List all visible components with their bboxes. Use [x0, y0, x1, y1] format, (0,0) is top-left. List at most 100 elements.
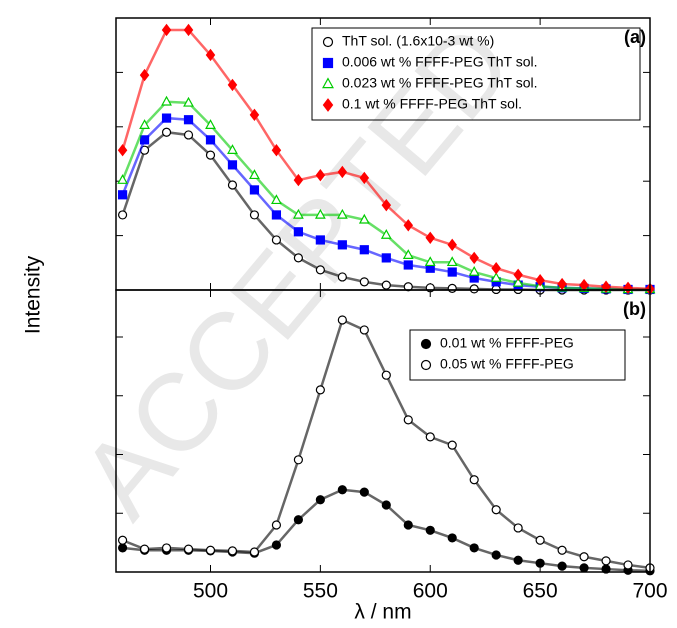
marker [381, 500, 391, 510]
marker [161, 95, 172, 106]
marker [293, 455, 303, 465]
marker [249, 547, 260, 557]
marker [402, 249, 414, 259]
marker [293, 227, 303, 237]
marker [337, 315, 347, 325]
legend-label: 0.1 wt % FFFF-PEG ThT sol. [342, 96, 522, 112]
marker [139, 135, 150, 145]
marker [359, 245, 369, 255]
marker [425, 432, 435, 442]
marker [446, 256, 458, 267]
marker [271, 210, 282, 220]
marker [227, 78, 238, 92]
marker [293, 253, 303, 263]
x-tick-label: 600 [413, 580, 448, 603]
marker [381, 370, 391, 380]
marker [271, 520, 282, 530]
marker [535, 558, 545, 568]
marker [271, 144, 282, 157]
x-tick-label: 500 [193, 580, 228, 603]
marker [271, 540, 282, 550]
marker [490, 271, 502, 282]
marker [183, 130, 194, 140]
marker [447, 283, 457, 293]
marker [403, 219, 414, 232]
marker [161, 113, 172, 123]
marker [420, 359, 432, 371]
marker [447, 267, 457, 277]
marker [469, 251, 479, 265]
marker [161, 23, 172, 37]
marker [425, 525, 435, 535]
legend-box [409, 329, 626, 381]
marker [557, 561, 567, 571]
marker [315, 385, 325, 395]
marker [425, 231, 436, 244]
marker [161, 127, 172, 137]
marker [227, 180, 238, 190]
marker [249, 169, 260, 180]
y-axis-label: Intensity [22, 255, 45, 334]
marker [403, 415, 413, 425]
marker [381, 280, 391, 290]
marker [337, 272, 347, 282]
legend-label: 0.006 wt % FFFF-PEG ThT sol. [342, 54, 538, 70]
marker [469, 475, 479, 485]
marker [403, 260, 413, 270]
x-tick-label: 650 [523, 580, 558, 603]
panel-label: (b) [623, 299, 646, 319]
marker [381, 198, 392, 212]
marker [557, 277, 567, 291]
marker [205, 119, 216, 129]
marker [205, 150, 216, 160]
marker [183, 115, 194, 125]
marker [337, 485, 347, 495]
marker [424, 256, 436, 267]
marker [336, 208, 348, 219]
marker [161, 543, 172, 553]
marker [117, 535, 128, 545]
x-tick-label: 700 [632, 580, 667, 603]
marker [117, 174, 129, 184]
marker [315, 235, 325, 245]
marker [403, 520, 413, 530]
marker [469, 284, 479, 294]
marker [117, 543, 128, 553]
marker [139, 119, 150, 129]
marker [380, 229, 392, 239]
marker [513, 268, 523, 281]
marker [447, 238, 457, 252]
marker [469, 543, 479, 553]
legend-label: ThT sol. (1.6x10-3 wt %) [342, 33, 494, 49]
plot-frame [115, 289, 651, 573]
marker [491, 505, 501, 515]
marker [468, 266, 480, 276]
marker [315, 495, 325, 505]
marker [535, 535, 545, 545]
marker [292, 208, 304, 219]
marker [447, 533, 457, 543]
marker [557, 545, 567, 555]
marker [359, 171, 370, 185]
marker [420, 338, 432, 350]
marker [249, 210, 260, 220]
marker [322, 36, 334, 48]
marker [513, 523, 523, 533]
legend-label: 0.01 wt % FFFF-PEG [440, 335, 574, 351]
marker [117, 144, 128, 157]
x-tick-label: 550 [303, 580, 338, 603]
marker [358, 213, 370, 224]
marker [381, 253, 391, 263]
marker [227, 546, 238, 556]
marker [513, 555, 523, 565]
marker [337, 165, 348, 179]
marker [359, 277, 369, 287]
marker [293, 515, 303, 525]
marker [227, 144, 238, 154]
marker [293, 173, 304, 187]
legend-label: 0.023 wt % FFFF-PEG ThT sol. [342, 75, 538, 91]
legend-label: 0.05 wt % FFFF-PEG [440, 356, 574, 372]
marker [447, 440, 457, 450]
marker [579, 563, 589, 573]
